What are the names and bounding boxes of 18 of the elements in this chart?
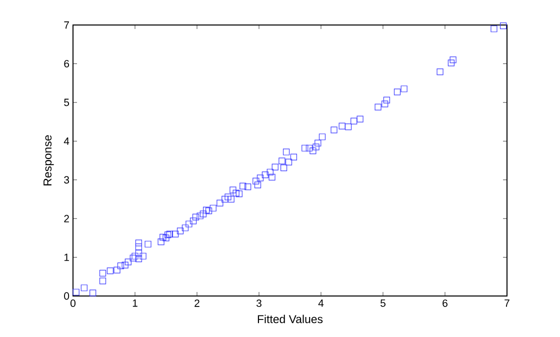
y-tick-label: 6: [64, 60, 70, 68]
y-tick-label: 0: [64, 292, 70, 300]
y-tick-label: 2: [64, 214, 69, 222]
x-tick-label: 7: [504, 300, 510, 307]
x-tick-label: 6: [442, 300, 448, 307]
x-tick-label: 1: [132, 300, 138, 307]
x-tick-label: 5: [380, 300, 386, 307]
x-tick-label: 2: [194, 300, 200, 307]
y-tick-label: 7: [64, 21, 69, 29]
y-tick-label: 4: [64, 138, 70, 145]
x-tick-label: 4: [318, 300, 324, 307]
y-tick-label: 3: [64, 176, 70, 184]
x-tick-label: 3: [256, 300, 262, 307]
x-axis-title: Fitted Values: [258, 314, 323, 324]
y-tick-label: 5: [64, 98, 70, 106]
y-tick-label: 1: [64, 254, 69, 261]
x-tick-label: 0: [70, 300, 76, 307]
y-axis-title: Response: [44, 135, 54, 186]
